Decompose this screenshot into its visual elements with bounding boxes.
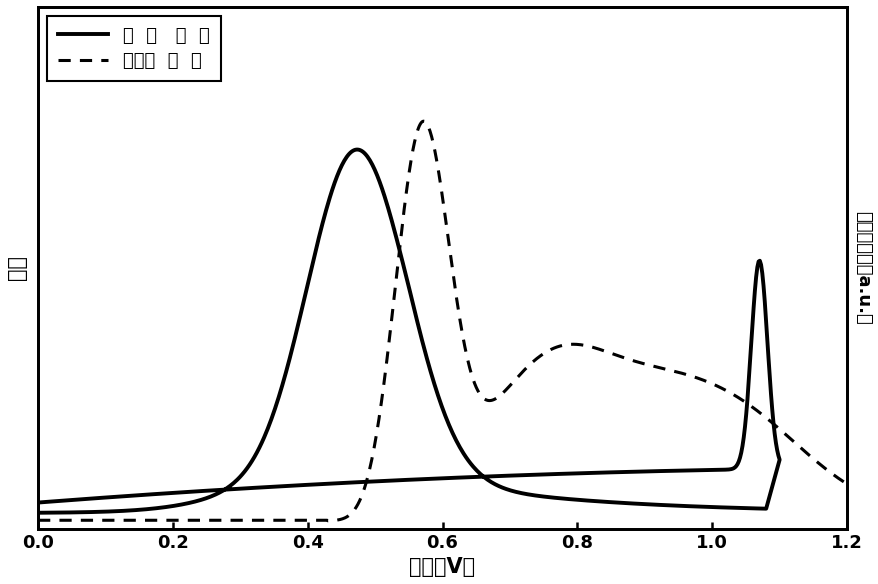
Y-axis label: 电流: 电流 xyxy=(7,255,27,280)
X-axis label: 电压（V）: 电压（V） xyxy=(409,557,475,577)
Y-axis label: 电化学发光（a.u.）: 电化学发光（a.u.） xyxy=(853,211,871,325)
Legend: 循  环   伏  安, 电化学  发  光: 循 环 伏 安, 电化学 发 光 xyxy=(47,16,220,81)
